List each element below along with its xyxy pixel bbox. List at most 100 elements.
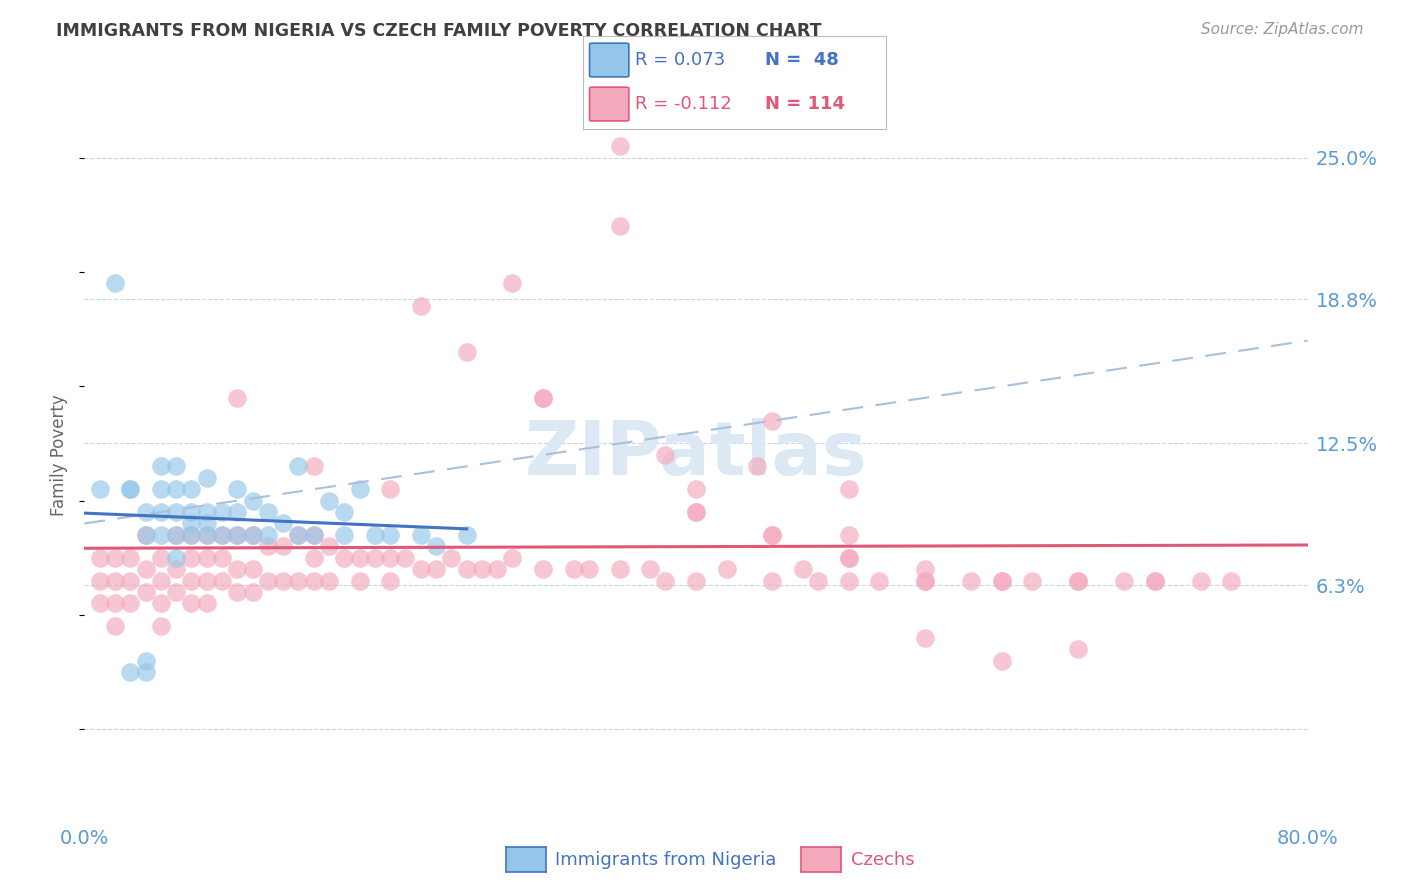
Point <box>638 562 661 576</box>
FancyBboxPatch shape <box>589 87 628 121</box>
Point <box>807 574 830 588</box>
Point <box>869 574 891 588</box>
Point <box>104 597 127 611</box>
Point <box>149 597 172 611</box>
Point <box>380 528 402 542</box>
Point <box>409 528 432 542</box>
Point <box>165 505 187 519</box>
Point <box>287 528 309 542</box>
Point <box>1143 574 1166 588</box>
Point <box>226 391 249 405</box>
Point <box>318 574 340 588</box>
Point <box>211 574 233 588</box>
Point <box>1189 574 1212 588</box>
Point <box>685 505 707 519</box>
Point <box>89 574 111 588</box>
Point <box>149 619 172 633</box>
Point <box>380 574 402 588</box>
Point <box>180 528 202 542</box>
Point <box>502 277 524 291</box>
Point <box>104 277 127 291</box>
Point <box>165 585 187 599</box>
Point <box>349 550 371 565</box>
Point <box>1067 574 1090 588</box>
Point <box>165 562 187 576</box>
Point <box>654 448 676 462</box>
Point <box>180 597 202 611</box>
Point <box>242 585 264 599</box>
Text: N =  48: N = 48 <box>765 52 839 70</box>
Point <box>120 597 142 611</box>
Point <box>761 574 783 588</box>
Text: ZIPatlas: ZIPatlas <box>524 418 868 491</box>
Point <box>180 482 202 496</box>
Point <box>409 299 432 313</box>
Point <box>838 482 860 496</box>
Point <box>302 528 325 542</box>
Point <box>271 516 294 531</box>
Point <box>991 574 1014 588</box>
Point <box>135 528 157 542</box>
Point <box>456 562 478 576</box>
Point <box>135 654 157 668</box>
Point <box>991 654 1014 668</box>
Point <box>531 391 554 405</box>
Point <box>120 574 142 588</box>
Point <box>195 597 218 611</box>
Point <box>226 528 249 542</box>
Point <box>242 562 264 576</box>
Point <box>761 528 783 542</box>
Point <box>195 528 218 542</box>
Point <box>120 482 142 496</box>
Point <box>120 665 142 679</box>
Point <box>914 562 936 576</box>
Point <box>838 574 860 588</box>
Point <box>135 585 157 599</box>
Point <box>562 562 585 576</box>
Point <box>89 550 111 565</box>
Point <box>211 550 233 565</box>
Point <box>165 528 187 542</box>
Point <box>104 550 127 565</box>
Point <box>149 459 172 474</box>
Point <box>120 550 142 565</box>
Point <box>165 482 187 496</box>
Point <box>104 619 127 633</box>
Point <box>425 539 447 553</box>
Point <box>578 562 600 576</box>
Point <box>242 528 264 542</box>
Point <box>149 550 172 565</box>
Point <box>226 562 249 576</box>
Point <box>195 471 218 485</box>
Point <box>486 562 509 576</box>
Point <box>456 528 478 542</box>
Point <box>226 585 249 599</box>
Point <box>838 550 860 565</box>
Point <box>302 550 325 565</box>
Point <box>257 539 280 553</box>
Point <box>180 516 202 531</box>
Point <box>1067 642 1090 657</box>
Point <box>609 562 631 576</box>
Point <box>287 528 309 542</box>
Point <box>364 550 387 565</box>
Point <box>349 482 371 496</box>
Text: Source: ZipAtlas.com: Source: ZipAtlas.com <box>1201 22 1364 37</box>
Point <box>761 414 783 428</box>
Y-axis label: Family Poverty: Family Poverty <box>51 394 69 516</box>
Point <box>914 631 936 645</box>
Point <box>409 562 432 576</box>
Point <box>531 391 554 405</box>
Text: Czechs: Czechs <box>851 851 914 869</box>
Point <box>960 574 983 588</box>
Point <box>226 505 249 519</box>
Point <box>364 528 387 542</box>
Point <box>226 482 249 496</box>
Point <box>195 574 218 588</box>
Point <box>242 493 264 508</box>
Point <box>609 139 631 153</box>
Point <box>180 528 202 542</box>
Point <box>165 459 187 474</box>
Point <box>242 528 264 542</box>
Point <box>1143 574 1166 588</box>
